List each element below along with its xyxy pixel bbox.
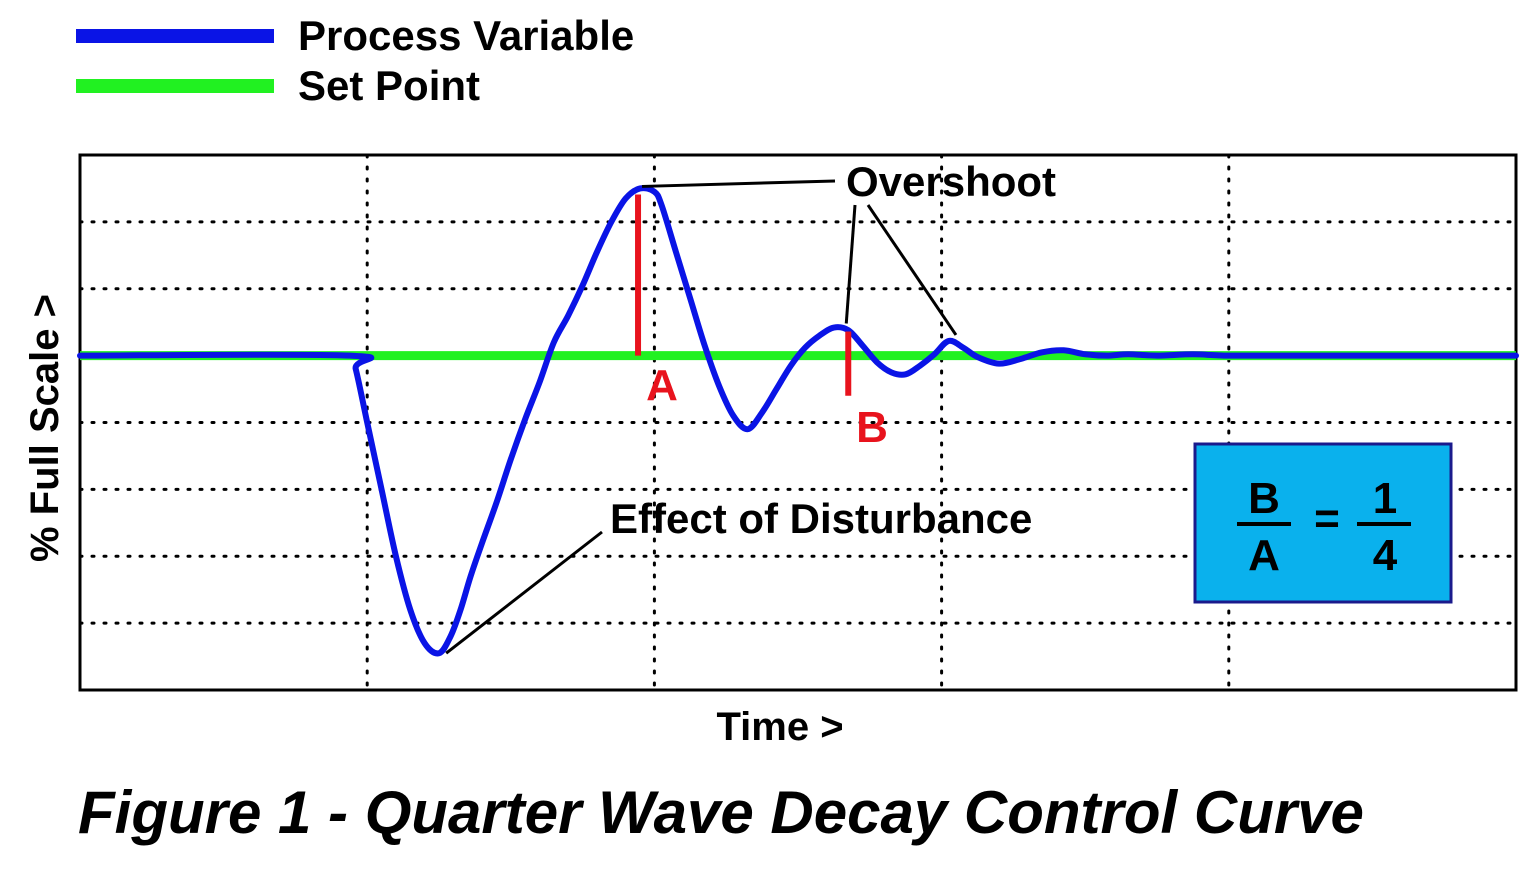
ratio-equals: = (1314, 494, 1340, 543)
series-line-process-variable (77, 185, 1519, 657)
legend-label-process-variable: Process Variable (298, 12, 635, 59)
overshoot-label: Overshoot (846, 158, 1056, 205)
label-a: A (646, 361, 678, 410)
disturbance-label: Effect of Disturbance (610, 495, 1032, 542)
plot-frame (78, 153, 1518, 692)
legend: Process Variable Set Point (0, 0, 700, 120)
x-axis-label: Time > (716, 705, 843, 749)
legend-item-process-variable: Process Variable (76, 11, 634, 61)
overshoot-leader-line (866, 204, 958, 336)
legend-swatch-process-variable (76, 29, 274, 43)
legend-label-set-point: Set Point (298, 62, 481, 109)
legend-item-set-point: Set Point (76, 61, 480, 111)
y-axis-label: % Full Scale > (23, 294, 67, 562)
ratio-numerator-right: 1 (1373, 474, 1397, 523)
label-b: B (856, 403, 888, 452)
series-layer (77, 185, 1519, 657)
disturbance-leader-line (445, 530, 603, 655)
figure-caption: Figure 1 - Quarter Wave Decay Control Cu… (78, 779, 1364, 846)
marker-layer: AB (635, 194, 888, 452)
ratio-denominator-left: A (1248, 531, 1280, 580)
overshoot-leader-line (641, 179, 836, 188)
legend-swatch-set-point (76, 79, 274, 93)
grid-lines (78, 153, 1518, 692)
ratio-denominator-right: 4 (1373, 531, 1398, 580)
overshoot-leader-line (844, 204, 857, 324)
ratio-numerator-left: B (1248, 474, 1280, 523)
